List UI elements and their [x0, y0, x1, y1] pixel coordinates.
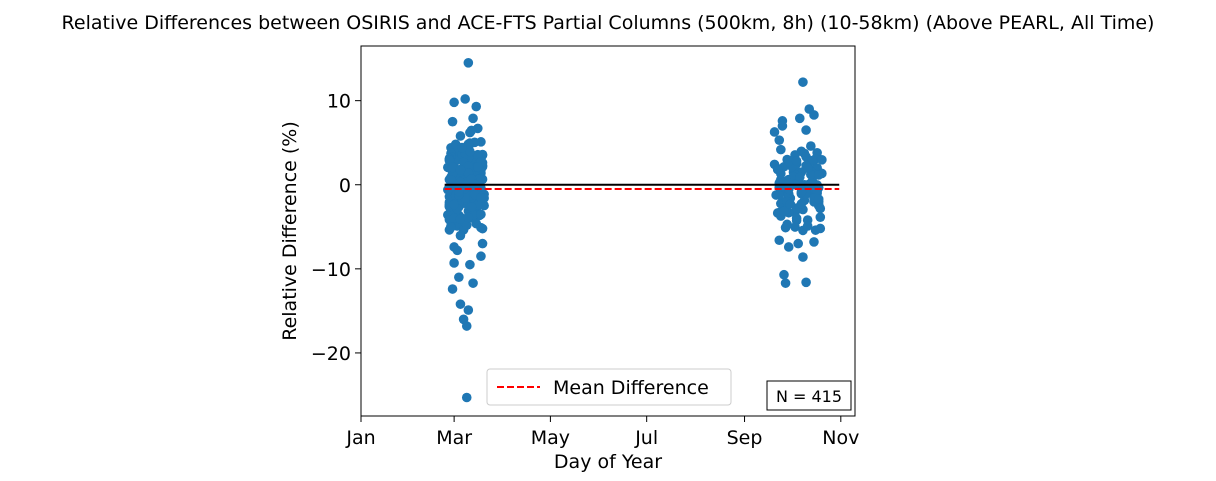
data-point-412: [782, 219, 792, 230]
data-point-408: [796, 199, 807, 209]
data-point-346: [777, 121, 788, 131]
data-point-332: [776, 144, 786, 155]
sample-count-label: N = 415: [776, 387, 842, 406]
data-point-318: [455, 164, 466, 175]
data-point-212: [461, 220, 472, 231]
data-point-42: [774, 135, 785, 145]
data-point-274: [473, 162, 483, 172]
data-point-308: [463, 212, 474, 223]
reference-lines: [444, 183, 840, 190]
y-axis-ticks: 10 0 −10 −20: [311, 91, 361, 365]
data-point-60: [809, 237, 819, 247]
data-point-61: [798, 252, 808, 262]
data-point-3: [471, 101, 482, 112]
data-point-392: [813, 170, 824, 180]
data-point-413: [785, 199, 796, 209]
x-axis-ticks: Jan Mar May Jul Sep Nov: [345, 416, 859, 449]
data-point-402: [802, 163, 813, 173]
data-point-35: [461, 392, 472, 403]
data-point-22: [477, 238, 488, 249]
data-point-25: [476, 251, 486, 262]
data-point-249: [476, 209, 486, 220]
data-point-384: [791, 213, 802, 224]
data-point-5: [468, 113, 478, 124]
data-point-290: [466, 202, 477, 212]
legend-box: [486, 368, 732, 406]
chart-title: Relative Differences between OSIRIS and …: [62, 12, 1155, 34]
data-point-407: [783, 156, 794, 167]
y-tick-label-2: −10: [311, 259, 351, 281]
data-point-28: [454, 272, 464, 283]
data-point-63: [780, 278, 791, 288]
legend-label-mean-difference: Mean Difference: [553, 377, 709, 399]
data-point-387: [779, 206, 789, 216]
data-point-351: [769, 127, 780, 137]
data-point-386: [794, 172, 805, 183]
x-tick-label-jul: Jul: [634, 427, 658, 449]
x-tick-label-jan: Jan: [345, 427, 375, 449]
data-point-234: [465, 146, 475, 157]
data-point-29: [468, 278, 478, 288]
data-point-30: [447, 284, 458, 294]
data-point-409: [791, 156, 802, 166]
x-axis-label: Day of Year: [554, 451, 662, 473]
data-point-279: [463, 161, 474, 172]
sample-count-box: N = 415: [766, 380, 852, 411]
x-tick-label-sep: Sep: [727, 427, 763, 449]
y-tick-label-3: −20: [311, 343, 351, 365]
y-tick-label-1: 0: [339, 175, 351, 197]
y-tick-label-0: 10: [327, 91, 351, 113]
legend: Mean Difference: [486, 368, 732, 406]
data-point-311: [449, 199, 459, 210]
data-point-8: [455, 131, 466, 141]
data-point-26: [465, 259, 475, 270]
data-point-405: [815, 203, 826, 214]
data-point-57: [774, 235, 785, 246]
data-point-64: [801, 277, 811, 288]
data-point-32: [463, 305, 474, 315]
x-tick-label-mar: Mar: [436, 427, 472, 449]
data-point-58: [793, 238, 803, 249]
data-point-395: [790, 222, 800, 232]
data-point-305: [455, 214, 466, 225]
data-point-62: [779, 269, 789, 280]
data-point-31: [455, 299, 466, 309]
data-point-316: [477, 223, 488, 234]
x-tick-label-may: May: [531, 427, 570, 449]
data-point-293: [476, 193, 486, 203]
y-axis-label: Relative Difference (%): [279, 121, 301, 341]
data-point-347: [774, 190, 785, 200]
data-point-291: [446, 222, 456, 232]
data-point-0: [463, 58, 474, 68]
x-tick-label-nov: Nov: [822, 427, 859, 449]
scatter-points: [443, 58, 827, 403]
data-point-43: [806, 141, 816, 151]
data-point-59: [783, 242, 794, 252]
plot-area: [360, 45, 856, 417]
data-point-193: [455, 230, 466, 241]
data-point-142: [466, 125, 477, 136]
data-point-400: [772, 164, 783, 175]
data-point-307: [457, 142, 467, 153]
data-point-2: [449, 97, 459, 108]
data-point-1: [460, 94, 470, 104]
data-point-36: [798, 77, 808, 87]
data-point-4: [447, 116, 458, 127]
data-point-39: [794, 113, 805, 124]
data-point-27: [449, 258, 459, 268]
data-point-406: [817, 155, 827, 165]
data-point-339: [815, 212, 826, 222]
sample-count-frame: [766, 380, 852, 411]
data-point-365: [802, 221, 813, 231]
data-point-411: [813, 194, 824, 204]
data-point-65: [815, 223, 826, 234]
data-point-24: [452, 245, 463, 256]
data-point-314: [447, 162, 458, 173]
data-point-38: [809, 110, 819, 120]
data-point-41: [801, 125, 811, 135]
data-point-34: [461, 321, 472, 331]
data-point-306: [444, 154, 455, 165]
